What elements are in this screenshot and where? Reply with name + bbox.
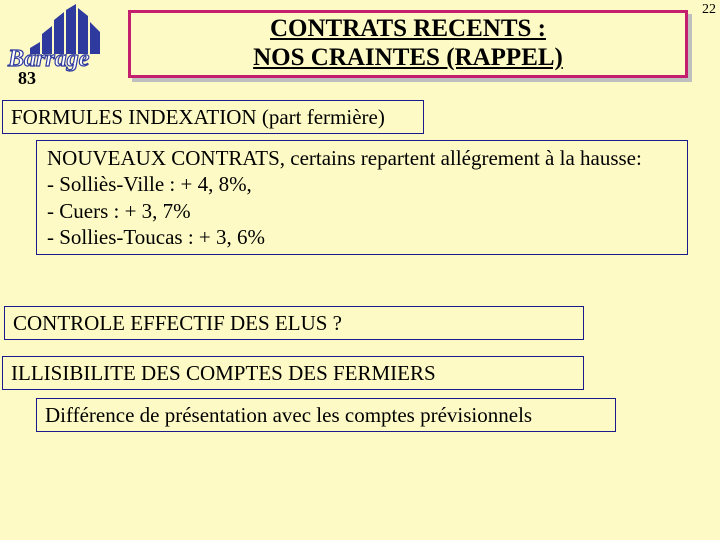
nouveaux-item: - Cuers : + 3, 7% [47, 198, 677, 224]
logo: Barrage 83 [6, 4, 126, 86]
box-formules: FORMULES INDEXATION (part fermière) [2, 100, 424, 134]
title-line-2: NOS CRAINTES (RAPPEL) [253, 44, 563, 73]
logo-subnumber: 83 [18, 68, 36, 89]
title-line-1: CONTRATS RECENTS : [270, 15, 546, 44]
box-controle: CONTROLE EFFECTIF DES ELUS ? [4, 306, 584, 340]
nouveaux-intro: NOUVEAUX CONTRATS, certains repartent al… [47, 145, 677, 171]
box-nouveaux: NOUVEAUX CONTRATS, certains repartent al… [36, 140, 688, 255]
nouveaux-item: - Sollies-Toucas : + 3, 6% [47, 224, 677, 250]
box-difference: Différence de présentation avec les comp… [36, 398, 616, 432]
nouveaux-item: - Solliès-Ville : + 4, 8%, [47, 171, 677, 197]
title-box: CONTRATS RECENTS : NOS CRAINTES (RAPPEL) [128, 10, 688, 78]
box-illisibilite: ILLISIBILITE DES COMPTES DES FERMIERS [2, 356, 584, 390]
header: Barrage 83 CONTRATS RECENTS : NOS CRAINT… [0, 0, 720, 90]
